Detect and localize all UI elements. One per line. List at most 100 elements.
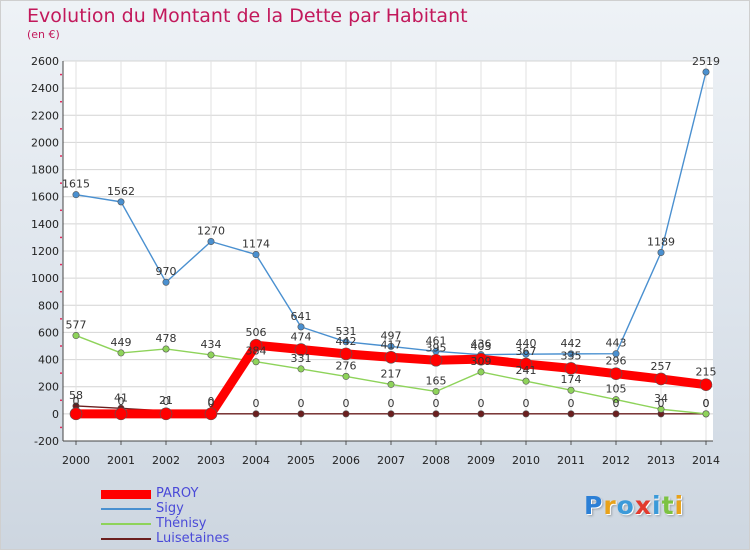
data-label-sigy: 443 (606, 337, 627, 350)
data-label-thnisy: 34 (654, 392, 668, 405)
data-label-sigy: 2519 (692, 55, 720, 68)
data-label-sigy: 1270 (197, 225, 225, 238)
data-label-sigy: 1189 (647, 235, 675, 248)
y-tick-label: 600 (38, 326, 59, 339)
data-label-sigy: 1562 (107, 185, 135, 198)
data-label-sigy: 440 (516, 337, 537, 350)
y-tick-label: 1600 (31, 191, 59, 204)
x-tick-label: 2012 (602, 454, 630, 467)
x-tick-label: 2008 (422, 454, 450, 467)
y-tick-label: 0 (52, 408, 59, 421)
data-label-luisetaines: 41 (114, 391, 128, 404)
y-tick-label: 2200 (31, 109, 59, 122)
logo-letter: r (603, 491, 617, 520)
data-point-sigy (162, 278, 170, 286)
data-label-thnisy: 241 (516, 364, 537, 377)
logo-letter: P (584, 491, 604, 520)
data-label-paroy: 417 (381, 338, 402, 351)
data-point-sigy (657, 248, 665, 256)
data-label-thnisy: 478 (156, 332, 177, 345)
data-label-luisetaines: 0 (613, 397, 620, 410)
data-label-paroy: 0 (208, 395, 215, 408)
data-point-paroy (654, 372, 668, 386)
legend-label-paroy: PAROY (156, 486, 199, 501)
data-label-thnisy: 174 (561, 373, 582, 386)
data-label-paroy: 403 (471, 340, 492, 353)
data-label-paroy: 474 (291, 331, 312, 344)
data-point-luisetaines (432, 410, 440, 418)
y-tick-label: 2600 (31, 55, 59, 68)
legend-swatch-paroy (101, 490, 151, 499)
data-label-luisetaines: 21 (159, 394, 173, 407)
data-label-luisetaines: 0 (523, 397, 530, 410)
data-point-paroy (114, 407, 128, 421)
x-tick-label: 2002 (152, 454, 180, 467)
data-point-paroy (159, 407, 173, 421)
data-label-sigy: 531 (336, 325, 357, 338)
data-label-luisetaines: 58 (69, 389, 83, 402)
data-label-luisetaines: 0 (568, 397, 575, 410)
data-label-paroy: 0 (163, 395, 170, 408)
x-tick-label: 2006 (332, 454, 360, 467)
data-label-thnisy: 331 (291, 352, 312, 365)
data-point-sigy (117, 198, 125, 206)
x-tick-label: 2014 (692, 454, 720, 467)
x-tick-label: 2007 (377, 454, 405, 467)
data-label-sigy: 1174 (242, 238, 270, 251)
legend-swatch-sigy (101, 508, 151, 510)
data-label-thnisy: 577 (66, 319, 87, 332)
data-point-paroy (339, 347, 353, 361)
logo-letter: i (674, 491, 685, 520)
data-label-thnisy: 165 (426, 374, 447, 387)
data-point-thnisy (297, 365, 305, 373)
data-label-luisetaines: 0 (478, 397, 485, 410)
data-label-paroy: 442 (336, 335, 357, 348)
y-tick-label: 2400 (31, 82, 59, 95)
data-label-sigy: 442 (561, 337, 582, 350)
data-point-sigy (342, 338, 350, 346)
proxiti-logo: Proxiti (584, 491, 684, 520)
data-point-luisetaines (342, 410, 350, 418)
data-point-luisetaines (522, 410, 530, 418)
data-point-sigy (567, 350, 575, 358)
logo-letter: t (661, 491, 675, 520)
data-point-paroy (609, 367, 623, 380)
data-point-luisetaines (477, 410, 485, 418)
x-tick-label: 2005 (287, 454, 315, 467)
data-point-luisetaines (297, 410, 305, 418)
data-point-paroy (519, 357, 533, 371)
data-label-paroy: 296 (606, 355, 627, 368)
y-tick-label: -200 (34, 435, 59, 448)
data-point-sigy (612, 350, 620, 358)
data-label-paroy: 0 (73, 395, 80, 408)
x-tick-label: 2001 (107, 454, 135, 467)
data-point-thnisy (207, 351, 215, 359)
data-label-luisetaines: 0 (388, 397, 395, 410)
data-label-luisetaines: 0 (658, 397, 665, 410)
data-point-thnisy (387, 380, 395, 388)
data-label-luisetaines: 0 (208, 397, 215, 410)
y-tick-label: 1400 (31, 218, 59, 231)
data-label-luisetaines: 0 (433, 397, 440, 410)
data-point-sigy (387, 342, 395, 350)
data-label-luisetaines: 0 (343, 397, 350, 410)
data-label-sigy: 461 (426, 334, 447, 347)
y-tick-label: 2000 (31, 136, 59, 149)
data-point-sigy (207, 238, 215, 246)
x-tick-label: 2011 (557, 454, 585, 467)
data-point-thnisy (522, 377, 530, 385)
data-point-sigy (702, 68, 710, 76)
data-point-paroy (474, 352, 488, 366)
data-point-sigy (72, 191, 80, 199)
data-label-paroy: 335 (561, 349, 582, 362)
data-label-thnisy: 276 (336, 359, 357, 372)
data-label-sigy: 641 (291, 310, 312, 323)
data-point-thnisy (477, 368, 485, 376)
data-label-thnisy: 217 (381, 367, 402, 380)
data-label-paroy: 257 (651, 360, 672, 373)
data-point-paroy (249, 338, 263, 352)
logo-letter: i (652, 491, 662, 520)
x-tick-label: 2003 (197, 454, 225, 467)
